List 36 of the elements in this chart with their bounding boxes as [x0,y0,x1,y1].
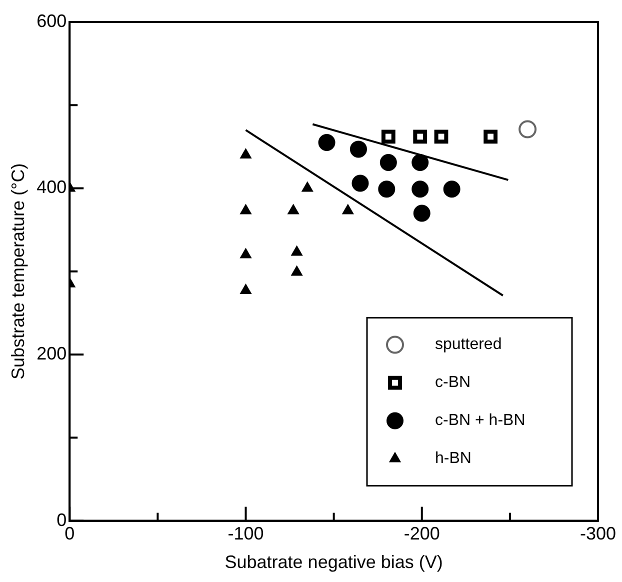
legend-label: h-BN [435,450,472,468]
point [412,154,429,171]
point [518,120,537,138]
y-tick-label: 600 [36,10,67,31]
point [352,174,369,192]
point [240,248,252,258]
point [288,204,300,214]
point [434,130,448,144]
point [291,266,303,276]
x-tick-label: -300 [580,524,616,544]
x-tick-label: -100 [228,524,264,544]
point [412,180,429,198]
point [240,204,252,214]
point [342,204,354,214]
y-axis-title: Substrate temperature (°C) [8,163,28,380]
point [484,130,498,144]
point [240,148,252,159]
point [381,130,396,144]
point [380,154,397,171]
point [413,204,430,222]
y-tick-label: 0 [56,510,67,530]
y-tick-label: 400 [36,177,67,198]
legend-label: sputtered [435,336,502,354]
y-tick-label: 200 [36,344,67,364]
x-tick-label: -200 [404,524,440,544]
point [443,180,460,198]
point [240,284,252,294]
point [302,182,314,192]
point [350,140,367,158]
x-axis-title: Subatrate negative bias (V) [224,552,443,572]
point [378,180,396,198]
legend-label: c-BN + h-BN [435,412,526,430]
point [291,246,303,256]
point [413,130,428,144]
legend-label: c-BN [435,374,471,392]
point [318,134,336,152]
